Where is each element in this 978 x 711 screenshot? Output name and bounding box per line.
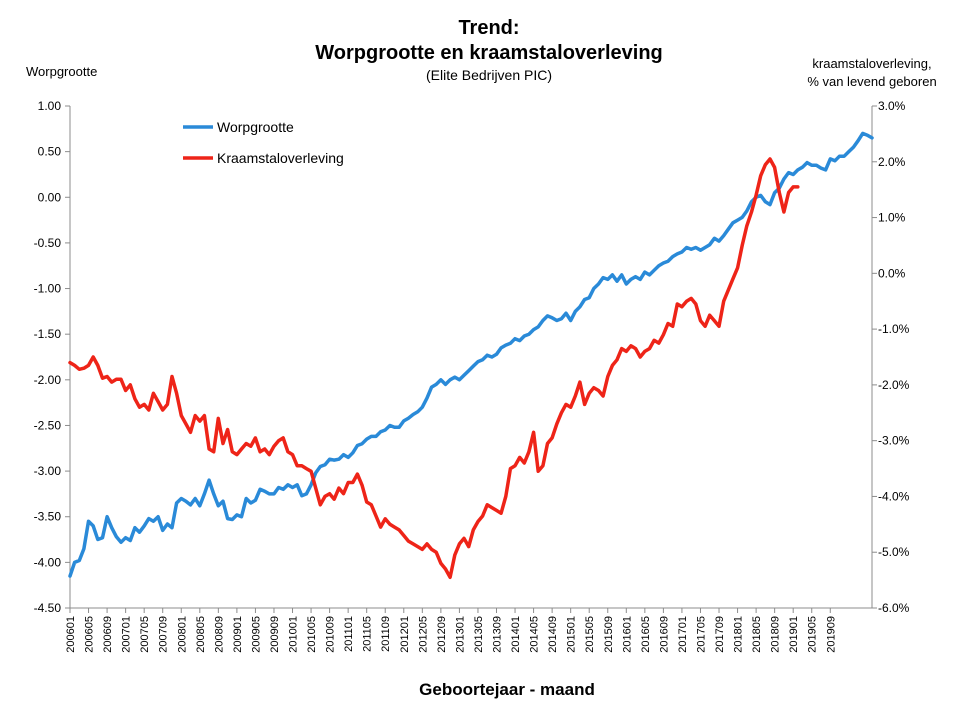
x-tick-label: 200609 (102, 616, 114, 653)
x-tick-label: 201305 (473, 616, 485, 653)
x-tick-label: 201801 (733, 616, 745, 653)
x-tick-label: 201901 (788, 616, 800, 653)
x-tick-label: 200909 (269, 616, 281, 653)
x-tick-label: 201309 (491, 616, 503, 653)
x-tick-label: 201405 (529, 616, 541, 653)
y-right-tick-label: -1.0% (878, 322, 910, 336)
y-right-tick-label: 0.0% (878, 266, 906, 280)
x-tick-label: 200801 (176, 616, 188, 653)
x-tick-label: 201001 (288, 616, 300, 653)
x-tick-label: 200901 (232, 616, 244, 653)
x-tick-label: 201909 (825, 616, 837, 653)
y-axis-left-title: Worpgrootte (26, 64, 97, 79)
y-right-tick-label: -2.0% (878, 378, 910, 392)
right-tick-labels: 3.0% 2.0% 1.0% 0.0% -1.0% -2.0% -3.0% -4.0% -5.0… (878, 99, 910, 615)
x-tick-label: 200709 (158, 616, 170, 653)
y-left-tick-label: -1.50 (34, 327, 62, 341)
y-left-tick-label: 0.50 (38, 145, 62, 159)
x-axis-title: Geboortejaar - maand (419, 680, 595, 699)
x-tick-label: 201701 (677, 616, 689, 653)
x-tick-label: 200701 (121, 616, 133, 653)
x-tick-label: 200805 (195, 616, 207, 653)
x-tick-label: 200601 (65, 616, 77, 653)
x-tick-label: 201501 (566, 616, 578, 653)
y-left-tick-label: -0.50 (34, 236, 62, 250)
x-tick-label: 201705 (695, 616, 707, 653)
x-tick-label: 201905 (807, 616, 819, 653)
chart-title: Trend: (458, 17, 519, 39)
x-tick-label: 201601 (621, 616, 633, 653)
x-tick-label: 201005 (306, 616, 318, 653)
x-tick-label: 201605 (640, 616, 652, 653)
axes (65, 105, 877, 613)
left-tick-labels: 1.00 0.50 0.00 -0.50 -1.00 -1.50 -2.00 -2.50 -3.… (34, 99, 62, 615)
x-tick-label: 201209 (436, 616, 448, 653)
y-left-tick-label: -3.50 (34, 510, 62, 524)
y-left-tick-label: 0.00 (38, 190, 62, 204)
y-axis-right-title-line2: % van levend geboren (807, 74, 936, 89)
y-right-tick-label: -3.0% (878, 434, 910, 448)
x-tick-label: 200605 (84, 616, 96, 653)
x-tick-label: 201709 (714, 616, 726, 653)
x-tick-label: 201105 (362, 616, 374, 652)
series-line-kraamstaloverleving (68, 157, 800, 580)
y-left-tick-label: -1.00 (34, 282, 62, 296)
x-tick-label: 201609 (658, 616, 670, 653)
y-left-tick-label: -2.00 (34, 373, 62, 387)
x-tick-label: 201205 (417, 616, 429, 653)
x-tick-label: 201201 (399, 616, 411, 653)
x-tick-label: 200705 (139, 616, 151, 653)
series-line-worpgrootte (68, 131, 874, 578)
y-left-tick-label: 1.00 (38, 99, 62, 113)
y-left-tick-label: -2.50 (34, 418, 62, 432)
x-tick-label: 201509 (603, 616, 615, 653)
legend-label-worpgrootte: Worpgrootte (217, 119, 294, 135)
x-tick-label: 201109 (380, 616, 392, 652)
y-left-tick-label: -3.00 (34, 464, 62, 478)
x-tick-label: 201409 (547, 616, 559, 653)
y-right-tick-label: 2.0% (878, 155, 906, 169)
y-right-tick-label: -4.0% (878, 489, 910, 503)
x-tick-label: 201101 (343, 616, 355, 652)
series-lines (68, 131, 874, 580)
x-tick-label: 200809 (213, 616, 225, 653)
y-right-tick-label: 1.0% (878, 211, 906, 225)
legend: Worpgrootte Kraamstaloverleving (183, 119, 344, 166)
chart-subtitle: (Elite Bedrijven PIC) (426, 67, 552, 83)
x-tick-label: 200905 (250, 616, 262, 653)
y-left-tick-label: -4.00 (34, 555, 62, 569)
x-tick-label: 201505 (584, 616, 596, 653)
chart-title-line2: Worpgrootte en kraamstaloverleving (315, 42, 663, 64)
x-tick-labels: 200601 200605 200609 200701 200705 200709 2008… (65, 616, 837, 653)
x-tick-label: 201301 (454, 616, 466, 653)
x-tick-label: 201809 (770, 616, 782, 653)
y-right-tick-label: -5.0% (878, 545, 910, 559)
y-right-tick-label: -6.0% (878, 601, 910, 615)
x-tick-label: 201009 (325, 616, 337, 653)
legend-label-kraamstaloverleving: Kraamstaloverleving (217, 150, 344, 166)
x-tick-label: 201805 (751, 616, 763, 653)
y-left-tick-label: -4.50 (34, 601, 62, 615)
x-tick-label: 201401 (510, 616, 522, 653)
y-right-tick-label: 3.0% (878, 99, 906, 113)
y-axis-right-title-line1: kraamstaloverleving, (812, 56, 931, 71)
